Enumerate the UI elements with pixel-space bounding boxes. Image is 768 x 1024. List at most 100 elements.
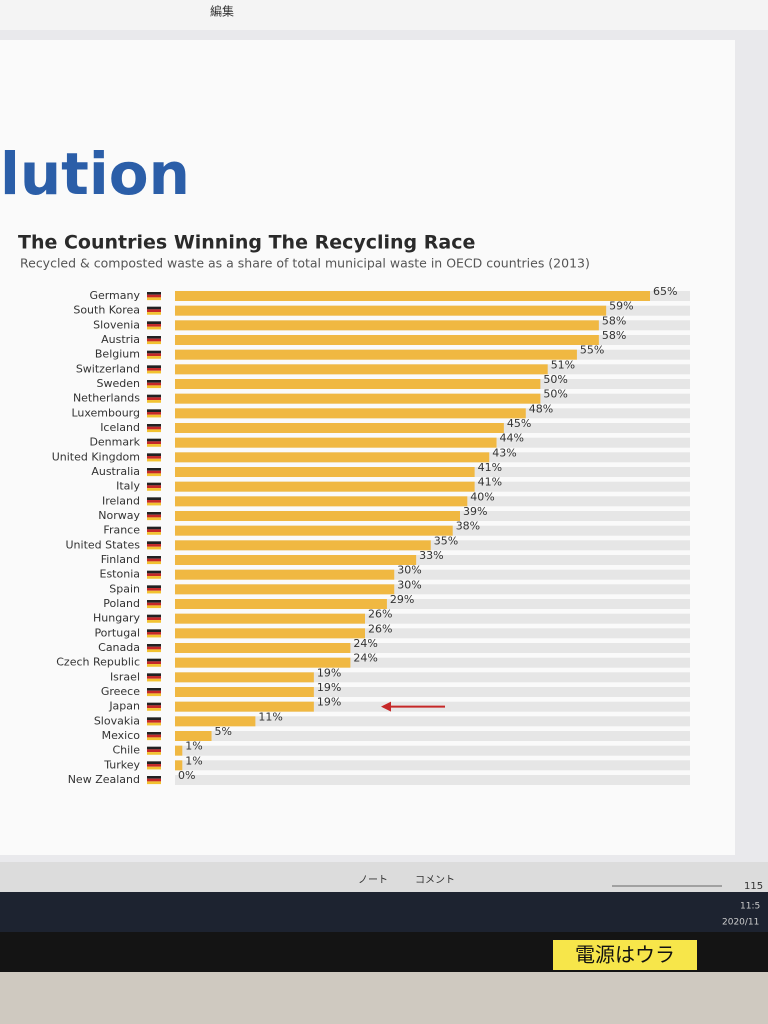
bar <box>175 599 387 609</box>
flag <box>147 341 161 345</box>
bar-track <box>175 775 690 785</box>
bar <box>175 408 526 419</box>
bar-track <box>175 555 690 565</box>
flag <box>147 737 161 741</box>
category-label: Netherlands <box>73 392 140 405</box>
category-label: Sweden <box>97 377 140 390</box>
flag <box>147 400 161 403</box>
chart-title: The Countries Winning The Recycling Race <box>18 232 475 254</box>
category-label: Slovenia <box>93 318 140 331</box>
value-label: 19% <box>317 696 341 709</box>
category-label: Germany <box>89 289 140 302</box>
value-label: 26% <box>368 622 392 635</box>
flag <box>147 453 161 457</box>
value-label: 50% <box>543 388 567 401</box>
notes-button[interactable]: ノート <box>358 875 388 886</box>
value-label: 59% <box>609 300 633 313</box>
bar <box>175 393 541 404</box>
flag <box>147 324 161 327</box>
flag <box>147 717 161 721</box>
category-label: Hungary <box>93 612 140 625</box>
flag <box>147 752 161 755</box>
bar <box>175 760 183 771</box>
category-label: South Korea <box>73 304 140 317</box>
flag <box>147 394 161 398</box>
bar <box>175 569 395 580</box>
category-label: Canada <box>98 641 140 654</box>
bar <box>175 701 314 712</box>
bar-track <box>175 613 690 624</box>
flag <box>147 776 161 779</box>
bar <box>175 291 650 301</box>
flag <box>147 705 161 709</box>
flag <box>147 749 161 753</box>
flag <box>147 380 161 383</box>
bar <box>175 423 504 433</box>
status-bar <box>0 862 768 892</box>
flag <box>147 722 161 726</box>
flag <box>147 632 161 635</box>
value-label: 51% <box>551 358 575 371</box>
flag <box>147 558 161 562</box>
flag <box>147 634 161 638</box>
flag <box>147 297 161 301</box>
flag <box>147 294 161 298</box>
flag <box>147 309 161 313</box>
flag <box>147 570 161 574</box>
flag <box>147 326 161 330</box>
bar-track <box>175 628 690 639</box>
bar-track <box>175 745 690 756</box>
category-label: Greece <box>101 685 140 698</box>
bar <box>175 320 599 331</box>
bar <box>175 335 599 345</box>
category-label: Iceland <box>100 421 140 434</box>
value-label: 5% <box>215 725 232 738</box>
category-label: Israel <box>110 670 140 683</box>
flag <box>147 429 161 433</box>
flag <box>147 646 161 650</box>
flag <box>147 321 161 325</box>
flag <box>147 292 161 295</box>
bar <box>175 716 256 727</box>
ribbon <box>0 0 768 30</box>
flag <box>147 306 161 310</box>
flag <box>147 734 161 738</box>
category-label: Switzerland <box>76 362 140 375</box>
flag <box>147 500 161 503</box>
bar <box>175 584 395 595</box>
category-label: Japan <box>108 700 140 713</box>
flag <box>147 350 161 354</box>
flag <box>147 385 161 389</box>
value-label: 35% <box>434 534 458 547</box>
slide-heading: lution <box>0 140 190 208</box>
flag <box>147 614 161 618</box>
value-label: 38% <box>456 520 480 533</box>
flag <box>147 468 161 471</box>
category-label: Estonia <box>100 568 141 581</box>
category-label: Spain <box>109 582 140 595</box>
clock-date: 2020/11 <box>722 918 759 928</box>
bar <box>175 731 212 741</box>
value-label: 44% <box>500 432 524 445</box>
flag <box>147 732 161 735</box>
flag <box>147 781 161 785</box>
flag <box>147 620 161 623</box>
value-label: 29% <box>390 593 414 606</box>
flag <box>147 368 161 371</box>
flag <box>147 617 161 621</box>
flag <box>147 761 161 765</box>
flag <box>147 556 161 559</box>
flag <box>147 664 161 667</box>
flag <box>147 517 161 521</box>
plot: Germany 65% South Korea 59% Slovenia 58% Austr… <box>52 285 690 786</box>
bar <box>175 540 431 551</box>
bar <box>175 364 548 375</box>
comments-button[interactable]: コメント <box>415 875 455 886</box>
bar <box>175 305 607 316</box>
value-label: 45% <box>507 417 531 430</box>
flag <box>147 338 161 342</box>
flag <box>147 473 161 477</box>
value-label: 43% <box>492 446 516 459</box>
flag <box>147 720 161 723</box>
flag <box>147 424 161 427</box>
